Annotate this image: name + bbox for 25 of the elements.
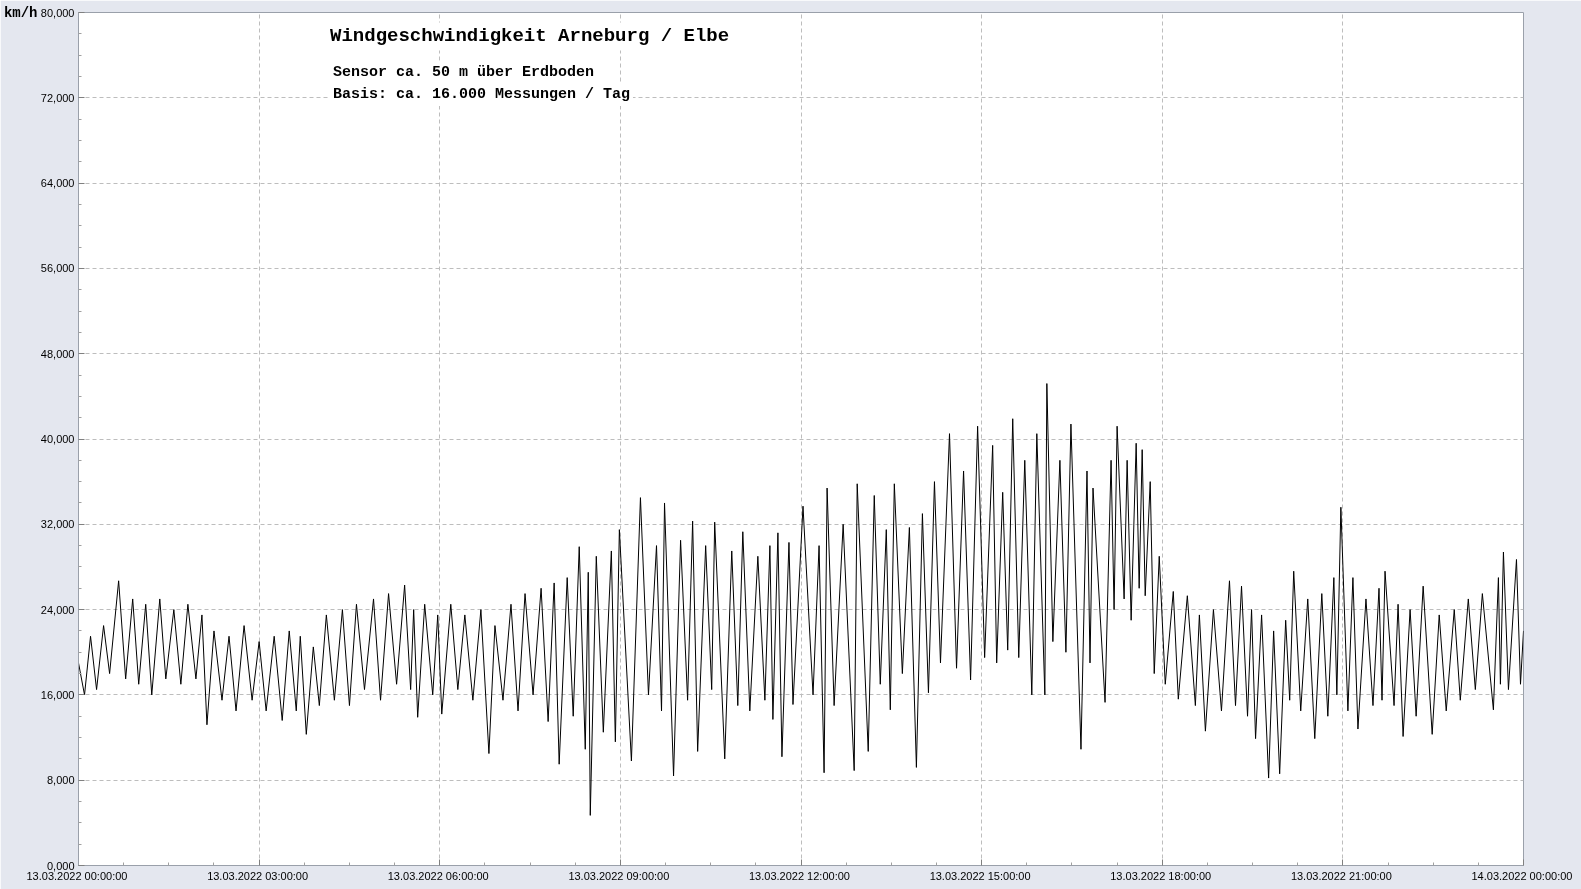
x-tick-label: 13.03.2022 12:00:00 — [749, 869, 850, 882]
y-tick-label: 64,000 — [40, 177, 75, 190]
y-tick-label: 56,000 — [40, 262, 75, 275]
x-tick-label: 13.03.2022 21:00:00 — [1290, 869, 1392, 882]
x-tick-label: 13.03.2022 03:00:00 — [207, 869, 309, 882]
text: Windgeschwindigkeit Arneburg / Elbe — [330, 25, 730, 48]
y-tick-label: 16,000 — [40, 688, 75, 701]
y-axis-title: km/h — [3, 4, 38, 21]
y-tick-label: 40,000 — [40, 433, 75, 445]
x-tick-label: 13.03.2022 15:00:00 — [929, 869, 1031, 882]
y-tick-label: 0,000 — [46, 859, 75, 872]
line-series — [78, 383, 1524, 816]
y-tick-label: 32,000 — [40, 518, 75, 531]
y-tick-label: 48,000 — [40, 347, 75, 360]
x-tick-label: 14.03.2022 00:00:00 — [1471, 869, 1573, 882]
annotation: Basis: ca. 16.000 Messungen / Tag — [332, 85, 630, 103]
x-tick-label: 13.03.2022 00:00:00 — [26, 869, 128, 882]
y-tick-label: 24,000 — [40, 603, 75, 616]
y-tick-label: 80,000 — [40, 6, 75, 19]
x-tick-label: 13.03.2022 06:00:00 — [387, 869, 489, 882]
x-tick-label: 13.03.2022 18:00:00 — [1110, 869, 1212, 882]
y-tick-label: 72,000 — [40, 91, 75, 104]
text: Sensor ca. 50 m über Erdboden — [332, 63, 594, 81]
x-tick-label: 13.03.2022 09:00:00 — [568, 869, 670, 882]
y-tick-label: 8,000 — [46, 774, 75, 787]
